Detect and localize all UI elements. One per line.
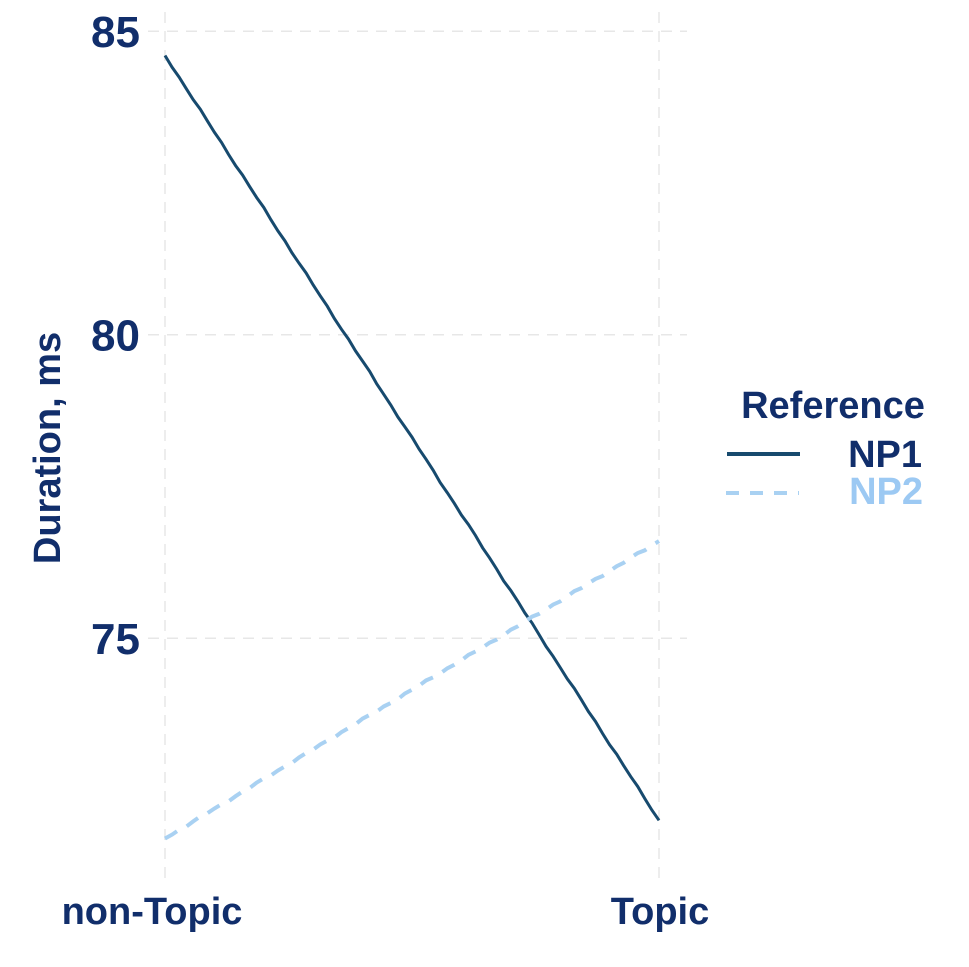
series-line-np2 [164, 539, 661, 841]
x-category-label-topic: Topic [611, 891, 710, 933]
y-axis-tick-labels: 85 80 75 [91, 8, 140, 664]
series-line-np1 [163, 54, 661, 822]
y-tick-label-85: 85 [91, 8, 140, 57]
legend-label-np1: NP1 [848, 434, 922, 476]
x-category-label-non-topic: non-Topic [62, 891, 243, 933]
series-lines [163, 54, 661, 841]
legend: Reference NP1 NP2 [726, 385, 925, 513]
y-tick-label-75: 75 [91, 615, 140, 664]
legend-title: Reference [741, 385, 925, 427]
gridlines [148, 12, 687, 878]
legend-label-np2: NP2 [849, 471, 923, 513]
y-tick-label-80: 80 [91, 312, 140, 361]
y-axis-title: Duration, ms [27, 332, 69, 564]
